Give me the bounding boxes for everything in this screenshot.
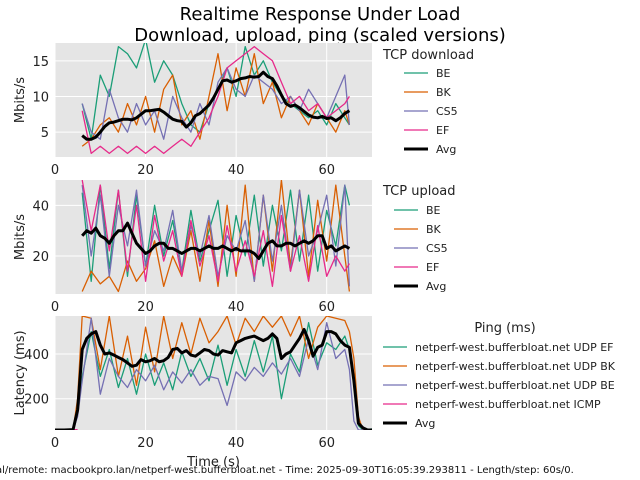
y-axis-label: Mbits/s: [13, 77, 28, 123]
series-line-be: [55, 322, 372, 430]
legend-entry: EF: [436, 124, 449, 137]
chart-footer: al/remote: macbookpro.lan/netperf-west.b…: [0, 465, 574, 476]
legend-entry: EF: [426, 261, 439, 274]
legend-ping: Ping (ms) netperf-west.bufferbloat.net UD…: [383, 321, 616, 430]
y-tick-label: 400: [24, 348, 49, 363]
series-line-ef: [81, 45, 350, 155]
series-line-avg: [55, 327, 372, 430]
legend-entry: netperf-west.bufferbloat.net UDP EF: [415, 341, 614, 354]
legend-entry: CS5: [436, 105, 458, 118]
legend-entry: BK: [426, 223, 442, 236]
series-line-be: [81, 184, 351, 282]
legend-title: TCP download: [382, 48, 474, 63]
legend-entry: BE: [426, 204, 441, 217]
x-tick-label: 60: [318, 163, 335, 178]
series-line-bk: [81, 180, 351, 293]
y-axis-label: Latency (ms): [13, 330, 28, 415]
y-axis-label: Mbits/s: [13, 214, 28, 260]
legend-entry: netperf-west.bufferbloat.net UDP BE: [415, 379, 615, 392]
legend-download: TCP download BE BK CS5 EF Avg: [382, 48, 474, 156]
plot-background: [55, 316, 372, 430]
series-line-bk: [55, 316, 372, 430]
x-tick-label: 40: [228, 300, 245, 315]
y-tick-label: 200: [24, 393, 49, 408]
x-tick-label: 20: [137, 300, 154, 315]
x-tick-label: 20: [137, 163, 154, 178]
series-group: [55, 316, 372, 430]
legend-entry: Avg: [426, 280, 446, 293]
y-tick-label: 10: [32, 90, 49, 105]
panel-download: 0 20 40 60 5 10 15 Mbits/s TCP download BE BK CS5 EF…: [13, 43, 474, 178]
series-line-cs5: [81, 67, 351, 140]
legend-entry: BK: [436, 86, 452, 99]
series-group: [81, 180, 351, 293]
y-tick-label: 40: [32, 199, 49, 214]
x-tick-label: 60: [318, 436, 335, 451]
series-line-cs5: [81, 184, 351, 287]
x-tick-label: 0: [51, 300, 59, 315]
legend-entry: Avg: [436, 143, 456, 156]
legend-entry: BE: [436, 67, 451, 80]
series-line-bk: [81, 53, 351, 147]
legend-title: Ping (ms): [474, 321, 535, 336]
legend-upload: TCP upload BE BK CS5 EF Avg: [382, 184, 456, 293]
x-tick-label: 0: [51, 163, 59, 178]
x-tick-label: 20: [137, 436, 154, 451]
y-tick-label: 20: [32, 250, 49, 265]
legend-entry: Avg: [415, 417, 435, 430]
y-tick-label: 5: [41, 126, 49, 141]
series-line-cs5: [55, 317, 372, 430]
series-group: [81, 43, 351, 155]
x-tick-label: 40: [228, 436, 245, 451]
legend-entry: CS5: [426, 242, 448, 255]
legend-entry: netperf-west.bufferbloat.net ICMP: [415, 398, 601, 411]
x-axis-label: Time (s): [186, 455, 240, 470]
legend-entry: netperf-west.bufferbloat.net UDP BK: [415, 360, 616, 373]
x-tick-label: 0: [51, 436, 59, 451]
series-line-avg: [81, 221, 351, 260]
x-tick-label: 40: [228, 163, 245, 178]
chart-subtitle: Download, upload, ping (scaled versions): [134, 25, 506, 46]
series-line-ef: [81, 180, 350, 288]
legend-title: TCP upload: [382, 184, 456, 199]
series-line-avg: [81, 70, 351, 141]
chart-title: Realtime Response Under Load: [180, 4, 461, 25]
panel-upload: 0 20 40 60 20 40 Mbits/s TCP upload BE BK CS5 EF Avg: [13, 180, 456, 315]
y-tick-label: 15: [32, 55, 49, 70]
panels: 0 20 40 60 5 10 15 Mbits/s TCP download BE BK CS5 EF…: [13, 43, 616, 470]
x-tick-label: 60: [318, 300, 335, 315]
